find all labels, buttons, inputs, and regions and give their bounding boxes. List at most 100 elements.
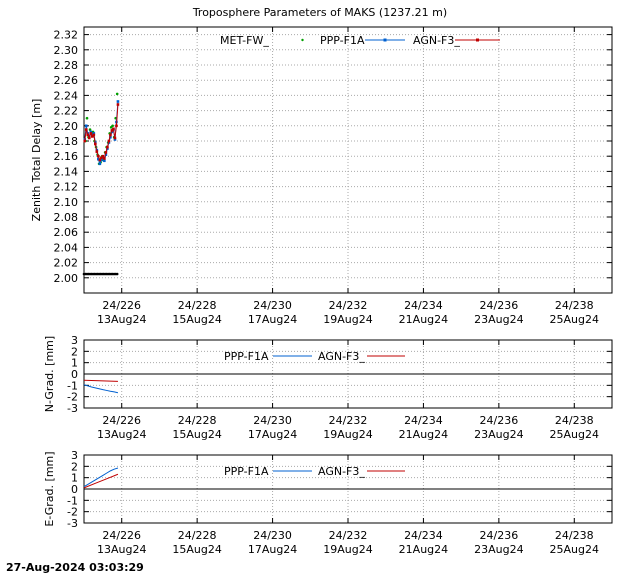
- data-point: [98, 158, 102, 162]
- x-tick-label-doy: 24/234: [404, 529, 443, 542]
- footer-timestamp: 27-Aug-2024 03:03:29: [6, 561, 144, 574]
- plot-frame: [83, 339, 613, 409]
- x-tick-label-doy: 24/228: [178, 299, 217, 312]
- x-tick-label-date: 19Aug24: [323, 428, 372, 441]
- data-point: [95, 150, 99, 153]
- y-tick-label: 1: [71, 472, 78, 485]
- data-point: [101, 156, 105, 160]
- data-point: [111, 124, 114, 128]
- legend-label: AGN-F3_: [318, 350, 365, 363]
- y-tick-label: 2.20: [54, 120, 79, 133]
- y-tick-label: 0: [71, 483, 78, 496]
- x-tick-label-doy: 24/230: [253, 529, 292, 542]
- x-tick-label-date: 19Aug24: [323, 313, 372, 326]
- x-tick-label-date: 15Aug24: [172, 543, 221, 556]
- x-tick-label-doy: 24/238: [555, 414, 594, 427]
- data-point: [115, 272, 119, 276]
- y-tick-label: 2.02: [54, 257, 79, 270]
- series-line-ppp-f1a: [83, 384, 119, 394]
- x-tick-label-date: 21Aug24: [399, 428, 448, 441]
- y-tick-label: 2.26: [54, 74, 79, 87]
- data-point: [91, 133, 94, 137]
- y-tick-label: 2.28: [54, 59, 79, 72]
- x-tick-label-date: 21Aug24: [399, 313, 448, 326]
- x-tick-label-doy: 24/236: [480, 299, 519, 312]
- data-point: [104, 151, 108, 154]
- legend-label: AGN-F3_: [413, 34, 460, 47]
- data-point: [83, 139, 87, 143]
- x-tick-label-date: 25Aug24: [550, 428, 599, 441]
- y-tick-label: 2.18: [54, 135, 79, 148]
- y-tick-label: 2: [71, 460, 78, 473]
- data-point: [109, 135, 112, 139]
- legend-label: PPP-F1A: [224, 350, 269, 363]
- x-tick-label-doy: 24/238: [555, 529, 594, 542]
- data-point: [92, 133, 96, 137]
- plot-frame: [83, 26, 613, 294]
- legend-label: PPP-F1A: [224, 465, 269, 478]
- data-point: [106, 145, 109, 149]
- series-line-ppp-f1a: [83, 467, 119, 488]
- data-point: [84, 124, 88, 128]
- y-axis-label: N-Grad. [mm]: [43, 336, 56, 412]
- y-tick-label: 2.14: [54, 165, 79, 178]
- legend-label: MET-FW_: [220, 34, 269, 47]
- y-tick-label: 3: [71, 334, 78, 347]
- x-tick-label-date: 17Aug24: [248, 543, 297, 556]
- y-tick-label: 2.30: [54, 44, 79, 57]
- x-tick-label-date: 23Aug24: [474, 428, 523, 441]
- x-tick-label-date: 25Aug24: [550, 543, 599, 556]
- y-tick-label: -1: [67, 379, 78, 392]
- x-tick-label-doy: 24/234: [404, 299, 443, 312]
- y-tick-label: 2: [71, 345, 78, 358]
- series-line-agn-f3-: [83, 473, 119, 489]
- data-point: [86, 133, 90, 137]
- data-point: [101, 154, 105, 158]
- data-point: [110, 129, 114, 132]
- x-tick-label-date: 13Aug24: [97, 543, 146, 556]
- x-tick-label-date: 15Aug24: [172, 313, 221, 326]
- data-point: [100, 158, 103, 162]
- series-line-agn-f3-: [83, 379, 118, 382]
- x-tick-label-doy: 24/228: [178, 414, 217, 427]
- x-tick-label-doy: 24/238: [555, 299, 594, 312]
- y-tick-label: -1: [67, 494, 78, 507]
- legend-label: AGN-F3_: [318, 465, 365, 478]
- y-tick-label: -3: [67, 517, 78, 530]
- data-point: [89, 132, 93, 135]
- x-tick-label-doy: 24/226: [102, 414, 141, 427]
- data-point: [109, 133, 112, 137]
- data-point: [94, 142, 97, 146]
- x-tick-label-doy: 24/230: [253, 414, 292, 427]
- data-point: [116, 100, 120, 103]
- y-tick-label: 3: [71, 449, 78, 462]
- x-tick-label-doy: 24/232: [329, 529, 368, 542]
- y-tick-label: -2: [67, 506, 78, 519]
- x-tick-label-doy: 24/236: [480, 414, 519, 427]
- y-tick-label: 2.24: [54, 89, 79, 102]
- data-point: [89, 130, 93, 134]
- data-point: [112, 127, 115, 131]
- plot-frame: [83, 454, 613, 524]
- y-tick-label: 2.16: [54, 150, 79, 163]
- x-tick-label-doy: 24/236: [480, 529, 519, 542]
- y-tick-label: -2: [67, 391, 78, 404]
- data-point: [115, 92, 119, 96]
- y-tick-label: 2.10: [54, 196, 79, 209]
- x-tick-label-date: 13Aug24: [97, 313, 146, 326]
- legend-marker: [476, 38, 479, 42]
- data-point: [97, 157, 100, 161]
- x-tick-label-date: 17Aug24: [248, 428, 297, 441]
- data-point: [107, 139, 111, 143]
- x-tick-label-doy: 24/232: [329, 299, 368, 312]
- x-tick-label-date: 19Aug24: [323, 543, 372, 556]
- y-tick-label: 2.00: [54, 272, 79, 285]
- data-point: [100, 156, 103, 160]
- x-tick-label-doy: 24/230: [253, 299, 292, 312]
- data-point: [113, 136, 117, 140]
- x-tick-label-date: 13Aug24: [97, 428, 146, 441]
- data-point: [88, 128, 92, 131]
- data-point: [87, 136, 91, 140]
- x-tick-label-date: 23Aug24: [474, 313, 523, 326]
- data-point: [84, 128, 88, 131]
